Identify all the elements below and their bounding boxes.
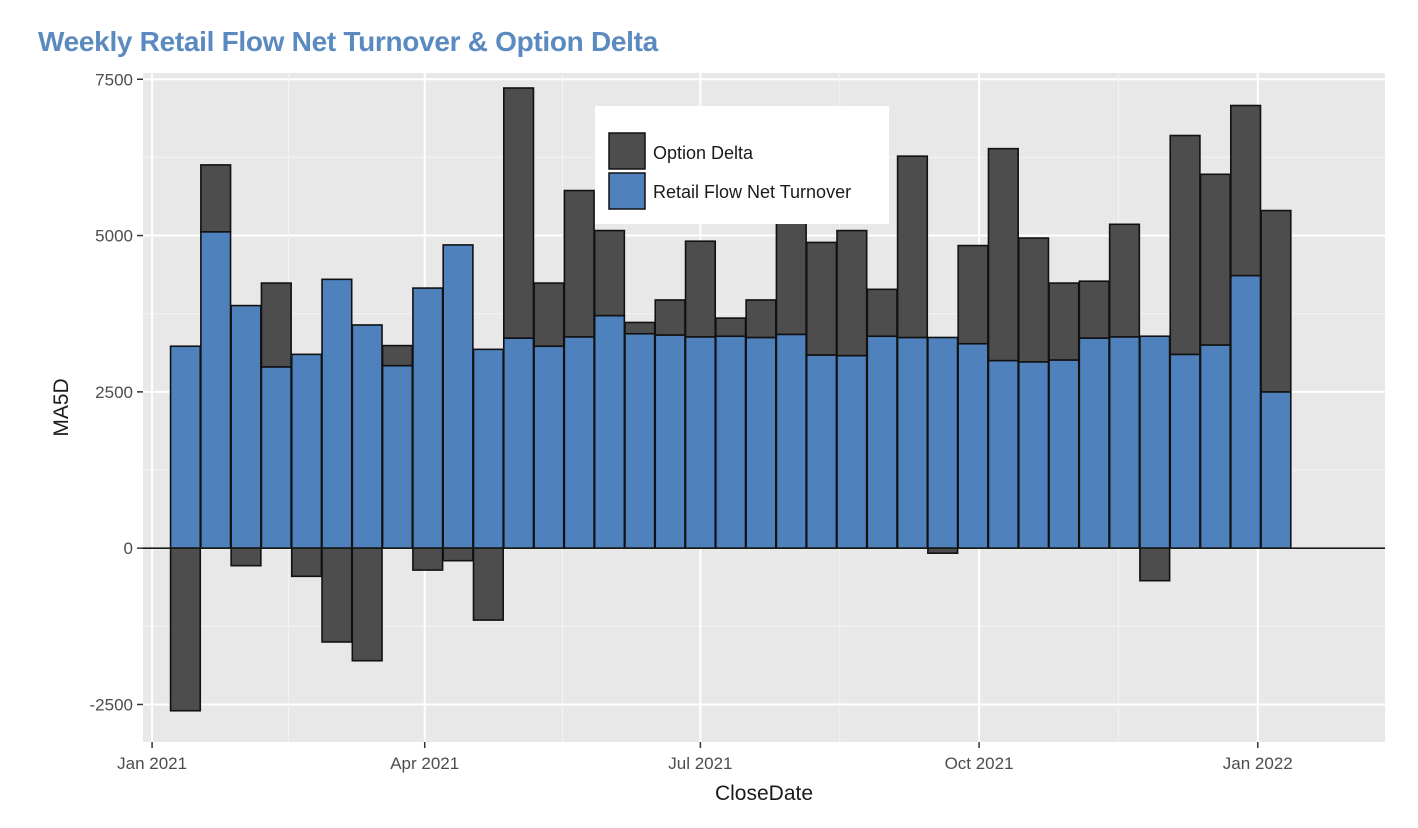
bar-retail-flow <box>836 354 868 549</box>
bar-retail-flow <box>896 336 929 549</box>
bar-retail-flow <box>230 304 262 549</box>
bar-option-delta <box>1199 173 1232 346</box>
bar-option-delta <box>472 547 504 621</box>
bar-option-delta <box>1017 237 1050 363</box>
bar-option-delta <box>987 147 1019 362</box>
bar-option-delta <box>563 189 595 338</box>
bar-retail-flow <box>654 334 686 549</box>
bar-option-delta <box>654 299 686 336</box>
bar-option-delta <box>1169 134 1201 356</box>
bar-option-delta <box>805 241 838 356</box>
y-tick-label: 0 <box>124 539 133 558</box>
bar-retail-flow <box>805 354 838 549</box>
x-tick-label: Jul 2021 <box>668 754 732 773</box>
bar-retail-flow <box>1169 353 1201 549</box>
bar-option-delta <box>381 344 414 367</box>
chart-title: Weekly Retail Flow Net Turnover & Option… <box>38 26 658 57</box>
bar-option-delta <box>442 547 474 562</box>
x-axis: Jan 2021 Apr 2021 Jul 2021 Oct 2021 Jan 2022 <box>117 742 1293 773</box>
bar-retail-flow <box>1260 391 1292 549</box>
bar-option-delta <box>290 547 323 578</box>
bar-retail-flow <box>1108 336 1141 549</box>
y-tick-label: 7500 <box>95 70 133 89</box>
bar-retail-flow <box>442 244 474 549</box>
bar-retail-flow <box>987 359 1019 549</box>
bar-retail-flow <box>1017 361 1050 549</box>
bar-option-delta <box>502 87 535 339</box>
bar-retail-flow <box>502 337 535 549</box>
bar-option-delta <box>836 229 868 357</box>
bar-option-delta <box>260 282 292 368</box>
bar-retail-flow <box>200 231 232 549</box>
bar-retail-flow <box>351 324 383 549</box>
bar-option-delta <box>230 547 262 567</box>
legend-key-retail-flow <box>608 172 646 210</box>
bar-retail-flow <box>715 335 747 549</box>
y-tick-label: 2500 <box>95 383 133 402</box>
bar-option-delta <box>1078 280 1110 339</box>
bar-retail-flow <box>1230 274 1262 549</box>
bar-retail-flow <box>290 353 323 549</box>
bar-option-delta <box>169 547 202 712</box>
bar-retail-flow <box>745 336 777 549</box>
bar-option-delta <box>896 155 929 339</box>
legend-label-option-delta: Option Delta <box>653 143 754 163</box>
bar-retail-flow <box>927 336 959 549</box>
bar-retail-flow <box>1048 359 1080 549</box>
bar-option-delta <box>624 321 656 335</box>
bar-option-delta <box>957 244 989 345</box>
bar-option-delta <box>593 229 626 317</box>
y-axis: -2500 0 2500 5000 7500 <box>90 70 143 714</box>
bar-retail-flow <box>533 345 565 549</box>
x-tick-label: Jan 2021 <box>117 754 187 773</box>
bar-option-delta <box>1048 282 1080 361</box>
bar-retail-flow <box>260 366 292 549</box>
x-tick-label: Oct 2021 <box>945 754 1014 773</box>
bar-retail-flow <box>321 278 353 549</box>
y-tick-label: -2500 <box>90 695 133 714</box>
bar-option-delta <box>351 547 383 662</box>
y-tick-label: 5000 <box>95 227 133 246</box>
bar-retail-flow <box>593 314 626 549</box>
bar-retail-flow <box>624 332 656 549</box>
bar-option-delta <box>200 164 232 233</box>
bar-retail-flow <box>563 336 595 549</box>
bar-option-delta <box>1260 209 1292 393</box>
x-tick-label: Jan 2022 <box>1223 754 1293 773</box>
bar-option-delta <box>321 547 353 643</box>
bar-option-delta <box>412 547 444 571</box>
bars <box>169 87 1292 712</box>
y-axis-title: MA5D <box>50 378 73 436</box>
bar-option-delta <box>866 288 898 338</box>
bar-option-delta <box>1230 104 1262 277</box>
bar-retail-flow <box>775 333 807 549</box>
bar-option-delta <box>1139 547 1171 582</box>
bar-option-delta <box>684 240 717 338</box>
bar-retail-flow <box>412 287 444 549</box>
bar-option-delta <box>1108 223 1141 338</box>
bar-retail-flow <box>169 345 202 549</box>
bar-retail-flow <box>472 348 504 549</box>
bar-retail-flow <box>684 336 717 549</box>
bar-option-delta <box>533 282 565 348</box>
bar-retail-flow <box>866 335 898 549</box>
bar-retail-flow <box>1199 344 1232 549</box>
legend: Option Delta Retail Flow Net Turnover <box>595 106 889 224</box>
x-tick-label: Apr 2021 <box>390 754 459 773</box>
legend-label-retail-flow: Retail Flow Net Turnover <box>653 182 851 202</box>
bar-option-delta <box>715 317 747 338</box>
bar-retail-flow <box>381 364 414 549</box>
legend-key-option-delta <box>608 132 646 170</box>
bar-option-delta <box>745 299 777 339</box>
x-axis-title: CloseDate <box>715 782 813 805</box>
bar-retail-flow <box>1078 337 1110 549</box>
bar-retail-flow <box>957 342 989 549</box>
bar-retail-flow <box>1139 335 1171 549</box>
